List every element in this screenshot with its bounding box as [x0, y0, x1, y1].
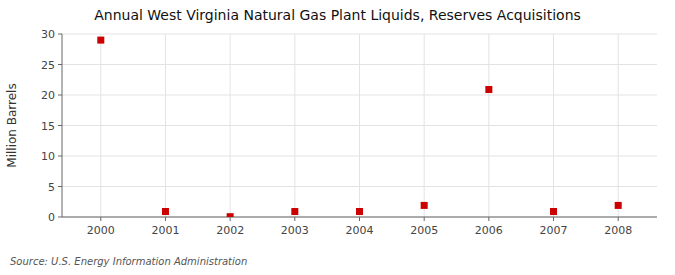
y-tick-label: 15 — [41, 120, 55, 133]
x-tick — [359, 217, 360, 221]
x-tick — [488, 217, 489, 221]
y-tick-label: 30 — [41, 28, 55, 41]
point — [485, 86, 492, 93]
x-tick — [294, 217, 295, 221]
x-tick-label: 2006 — [475, 224, 503, 237]
y-tick — [58, 186, 62, 187]
chart-container: 2000 2001 2002 2003 2004 2005 2006 2007 2008 0 5 10… — [0, 0, 675, 275]
x-tick — [618, 217, 619, 221]
x-tick-label: 2000 — [87, 224, 115, 237]
x-tick-label: 2007 — [540, 224, 568, 237]
point — [97, 37, 104, 44]
x-tick — [553, 217, 554, 221]
y-axis-label: Million Barrels — [5, 83, 19, 167]
x-tick — [165, 217, 166, 221]
y-tick — [58, 217, 62, 218]
point — [291, 208, 298, 215]
grid-line-x — [618, 34, 619, 217]
y-tick-label: 20 — [41, 89, 55, 102]
y-tick — [58, 95, 62, 96]
y-tick-label: 5 — [48, 181, 55, 194]
x-tick — [100, 217, 101, 221]
point — [421, 202, 428, 209]
y-tick-label: 10 — [41, 150, 55, 163]
y-tick-label: 25 — [41, 59, 55, 72]
point — [550, 208, 557, 215]
x-tick-label: 2008 — [604, 224, 632, 237]
point — [615, 202, 622, 209]
grid-line-x — [424, 34, 425, 217]
point — [356, 208, 363, 215]
grid-line-x — [230, 34, 231, 217]
x-tick — [230, 217, 231, 221]
title: Annual West Virginia Natural Gas Plant L… — [94, 7, 581, 23]
grid-line-x — [294, 34, 295, 217]
grid-line-x — [165, 34, 166, 217]
grid — [62, 34, 657, 217]
points — [97, 37, 621, 217]
x-tick-label: 2005 — [410, 224, 438, 237]
chart-svg: 2000 2001 2002 2003 2004 2005 2006 2007 2008 0 5 10… — [0, 0, 675, 275]
x-tick-label: 2001 — [151, 224, 179, 237]
background — [0, 0, 675, 275]
x-tick-label: 2003 — [281, 224, 309, 237]
grid-line-x — [359, 34, 360, 217]
point — [227, 213, 234, 217]
source-note: Source: U.S. Energy Information Administ… — [10, 256, 247, 267]
grid-line-x — [100, 34, 101, 217]
grid-line-x — [553, 34, 554, 217]
y-tick-label: 0 — [48, 211, 55, 224]
x-tick — [424, 217, 425, 221]
y-tick — [58, 156, 62, 157]
x-tick-label: 2002 — [216, 224, 244, 237]
y-tick — [58, 34, 62, 35]
point — [162, 208, 169, 215]
grid-line-x — [488, 34, 489, 217]
x-tick-label: 2004 — [346, 224, 374, 237]
axes: 2000 2001 2002 2003 2004 2005 2006 2007 2008 0 5 10… — [41, 28, 657, 237]
y-tick — [58, 64, 62, 65]
y-tick — [58, 125, 62, 126]
